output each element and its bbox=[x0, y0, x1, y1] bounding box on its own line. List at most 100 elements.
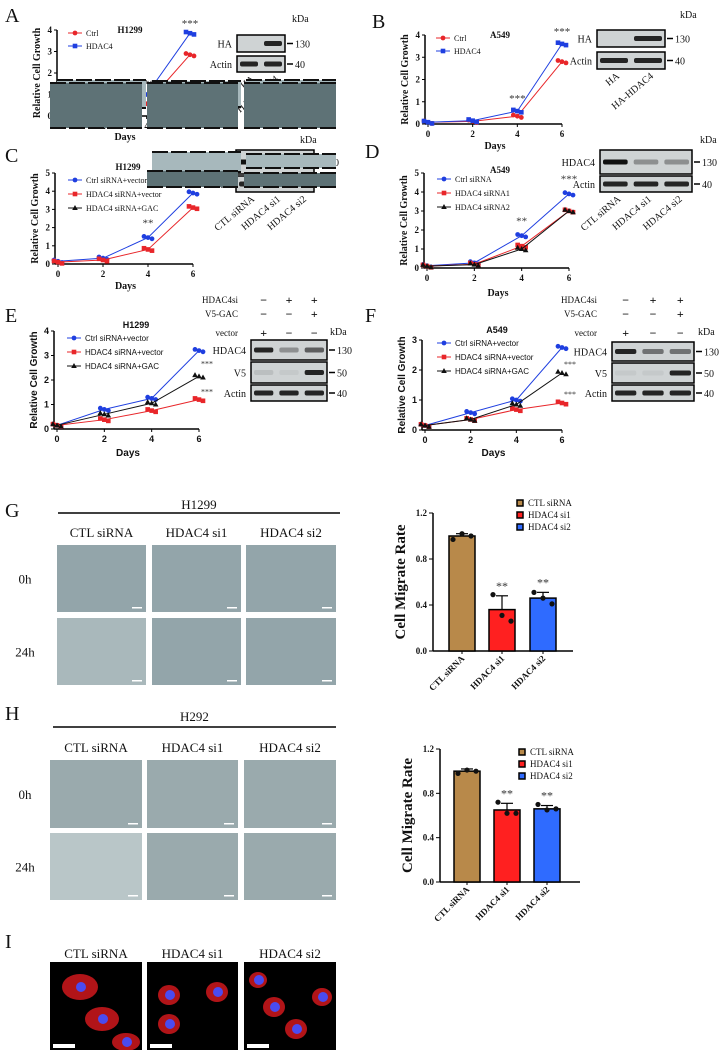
blot-row-label: V5 bbox=[234, 369, 246, 380]
series-line bbox=[57, 207, 194, 263]
y-tick-label: 0.8 bbox=[416, 554, 428, 564]
nucleus bbox=[292, 1024, 302, 1034]
data-point bbox=[535, 801, 541, 808]
condition-sign: + bbox=[286, 293, 293, 307]
data-point bbox=[519, 233, 525, 239]
scale-bar bbox=[224, 823, 234, 825]
data-point bbox=[141, 245, 147, 251]
data-point bbox=[148, 400, 155, 406]
data-point bbox=[192, 396, 198, 401]
protein-band bbox=[642, 349, 664, 354]
data-point bbox=[540, 595, 546, 601]
bar bbox=[448, 535, 476, 652]
data-point bbox=[104, 258, 110, 264]
protein-band bbox=[304, 390, 324, 396]
x-tick-label: 2 bbox=[470, 129, 475, 139]
condition-sign: − bbox=[622, 293, 629, 307]
significance-stars: *** bbox=[201, 388, 213, 397]
protein-band bbox=[600, 58, 628, 63]
x-tick-label: 4 bbox=[515, 129, 520, 139]
panel-letter: E bbox=[5, 305, 17, 327]
column-label: HDAC4 si1 bbox=[162, 740, 224, 755]
legend-label: HDAC4 siRNA+GAC bbox=[455, 367, 529, 376]
x-axis-label: Days bbox=[116, 448, 140, 459]
protein-band bbox=[254, 370, 274, 375]
data-point bbox=[106, 418, 111, 424]
blot-row-label: Actin bbox=[210, 60, 232, 71]
data-point bbox=[183, 51, 189, 56]
blot-row-label: HDAC4 bbox=[562, 158, 595, 169]
blot-strip bbox=[596, 29, 666, 48]
closed-wound-texture bbox=[50, 833, 142, 900]
protein-band bbox=[633, 159, 659, 165]
protein-band bbox=[279, 347, 299, 353]
protein-band bbox=[603, 181, 628, 187]
condition-sign: − bbox=[677, 326, 684, 340]
blot-row-label: HDAC4 bbox=[213, 346, 246, 357]
condition-sign: − bbox=[650, 326, 657, 340]
kda-label: kDa bbox=[680, 10, 697, 21]
condition-sign: + bbox=[622, 326, 629, 340]
data-point bbox=[510, 112, 516, 118]
wound-gap bbox=[50, 83, 142, 128]
data-point bbox=[194, 206, 200, 212]
bar bbox=[529, 597, 557, 652]
legend-label: CTL siRNA bbox=[528, 498, 572, 508]
blot-row-label: Actin bbox=[224, 389, 246, 400]
x-tick-label: 0 bbox=[422, 435, 427, 445]
legend-label: Ctrl bbox=[454, 34, 467, 43]
x-tick-label: 4 bbox=[144, 121, 149, 131]
data-point bbox=[508, 618, 514, 624]
data-point bbox=[149, 408, 154, 413]
kda-label: kDa bbox=[292, 14, 309, 25]
cell-layer bbox=[147, 833, 238, 900]
significance-stars: ** bbox=[516, 215, 527, 227]
line-chart-c bbox=[51, 172, 200, 267]
series-line bbox=[426, 210, 570, 267]
y-tick-label: 0.4 bbox=[416, 600, 428, 610]
legend-marker bbox=[441, 354, 447, 360]
data-point bbox=[153, 409, 158, 415]
scale-bar bbox=[322, 680, 332, 682]
legend-label: HDAC4 siRNA+GAC bbox=[86, 204, 158, 213]
data-point bbox=[523, 234, 529, 240]
line-chart-b bbox=[421, 34, 569, 127]
fluorescence-image bbox=[147, 962, 238, 1050]
protein-band bbox=[669, 349, 691, 354]
series-line bbox=[426, 193, 570, 267]
molecular-weight-marker: 40 bbox=[702, 180, 712, 191]
x-axis-label: Days bbox=[487, 288, 508, 299]
data-point bbox=[418, 421, 424, 427]
cell-line-label: H292 bbox=[180, 709, 209, 724]
data-point bbox=[145, 394, 151, 400]
protein-band bbox=[642, 370, 664, 376]
legend-label: HDAC4 si2 bbox=[530, 771, 573, 781]
data-point bbox=[191, 53, 197, 59]
data-point bbox=[101, 411, 108, 417]
data-point bbox=[559, 41, 565, 47]
data-point bbox=[428, 264, 434, 270]
data-point bbox=[58, 423, 64, 429]
protein-band bbox=[634, 58, 662, 63]
data-point bbox=[555, 58, 561, 63]
data-point bbox=[425, 119, 431, 125]
data-point bbox=[555, 40, 561, 45]
data-point bbox=[544, 807, 550, 813]
x-axis-label: Days bbox=[115, 281, 136, 292]
significance-stars: ** bbox=[496, 579, 508, 593]
legend-label: HDAC4 bbox=[454, 47, 481, 56]
data-point bbox=[191, 32, 197, 37]
blot-strip bbox=[236, 55, 286, 73]
blot-row-label: HA bbox=[218, 40, 233, 51]
y-tick-label: 3 bbox=[412, 335, 417, 345]
panel-letter: A bbox=[5, 5, 20, 27]
data-point bbox=[467, 416, 474, 422]
data-point bbox=[514, 113, 520, 119]
data-point bbox=[504, 810, 510, 816]
y-tick-label: 0.0 bbox=[423, 877, 435, 887]
data-point bbox=[426, 423, 432, 429]
y-axis-label: Relative Cell Growth bbox=[399, 175, 410, 266]
data-point bbox=[105, 408, 111, 413]
nucleus bbox=[122, 1037, 132, 1047]
y-tick-label: 0.0 bbox=[416, 646, 428, 656]
